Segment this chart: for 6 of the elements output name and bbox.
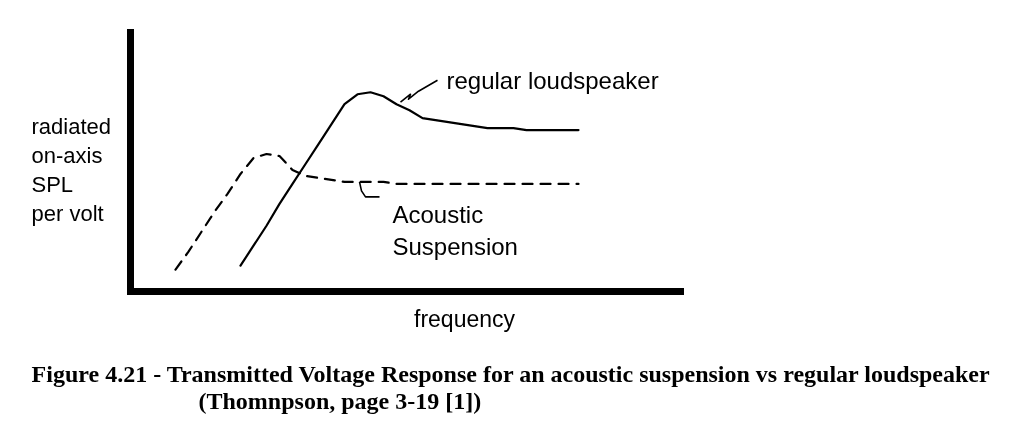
legend-label: regular loudspeaker (446, 66, 659, 94)
series-label: Acoustic Suspension (392, 200, 518, 260)
text: Figure 4.21 - Transmitted Voltage Response for an acoustic suspension vs regular loudspeaker (31, 360, 991, 387)
text: (Thomnpson, page 3-19 [1]) (198, 387, 482, 414)
y-axis-title: radiated on-axis SPL per volt (31, 113, 112, 227)
x-axis-title: frequency (414, 305, 516, 332)
